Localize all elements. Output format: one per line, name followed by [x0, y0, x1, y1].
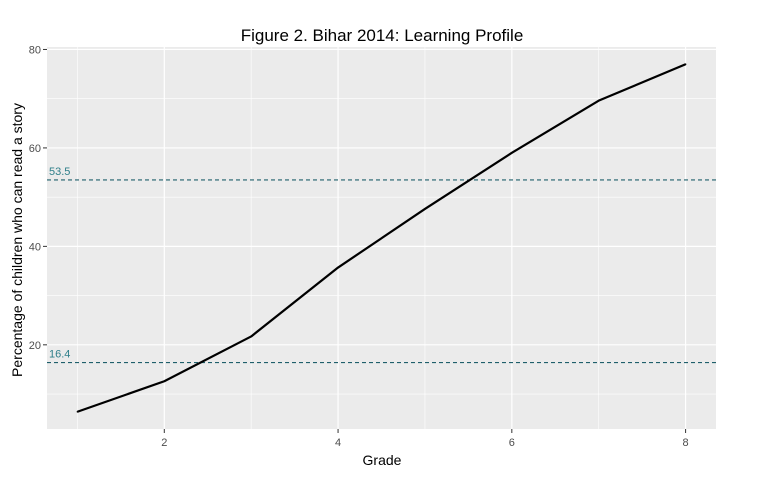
reference-line-label: 53.5: [49, 166, 70, 178]
data-point: [337, 266, 339, 269]
reference-line-label: 16.4: [49, 349, 70, 361]
x-tick-label: 8: [683, 437, 689, 449]
x-tick-label: 6: [509, 437, 515, 449]
y-tick-label: 40: [29, 241, 41, 253]
data-point: [163, 380, 166, 383]
chart-title: Figure 2. Bihar 2014: Learning Profile: [241, 26, 524, 45]
y-tick-label: 20: [29, 340, 41, 352]
x-tick-label: 4: [335, 437, 341, 449]
y-tick-label: 80: [29, 44, 41, 56]
y-tick-label: 60: [29, 143, 41, 155]
x-axis-label: Grade: [363, 452, 402, 468]
data-point: [684, 63, 687, 66]
data-point: [250, 335, 252, 338]
data-point: [511, 152, 513, 154]
data-point: [424, 208, 426, 210]
data-point: [597, 99, 600, 102]
data-line: [77, 63, 687, 413]
y-axis-label: Percentage of children who can read a st…: [9, 103, 25, 377]
data-point: [76, 410, 79, 413]
x-tick-label: 2: [161, 437, 167, 449]
